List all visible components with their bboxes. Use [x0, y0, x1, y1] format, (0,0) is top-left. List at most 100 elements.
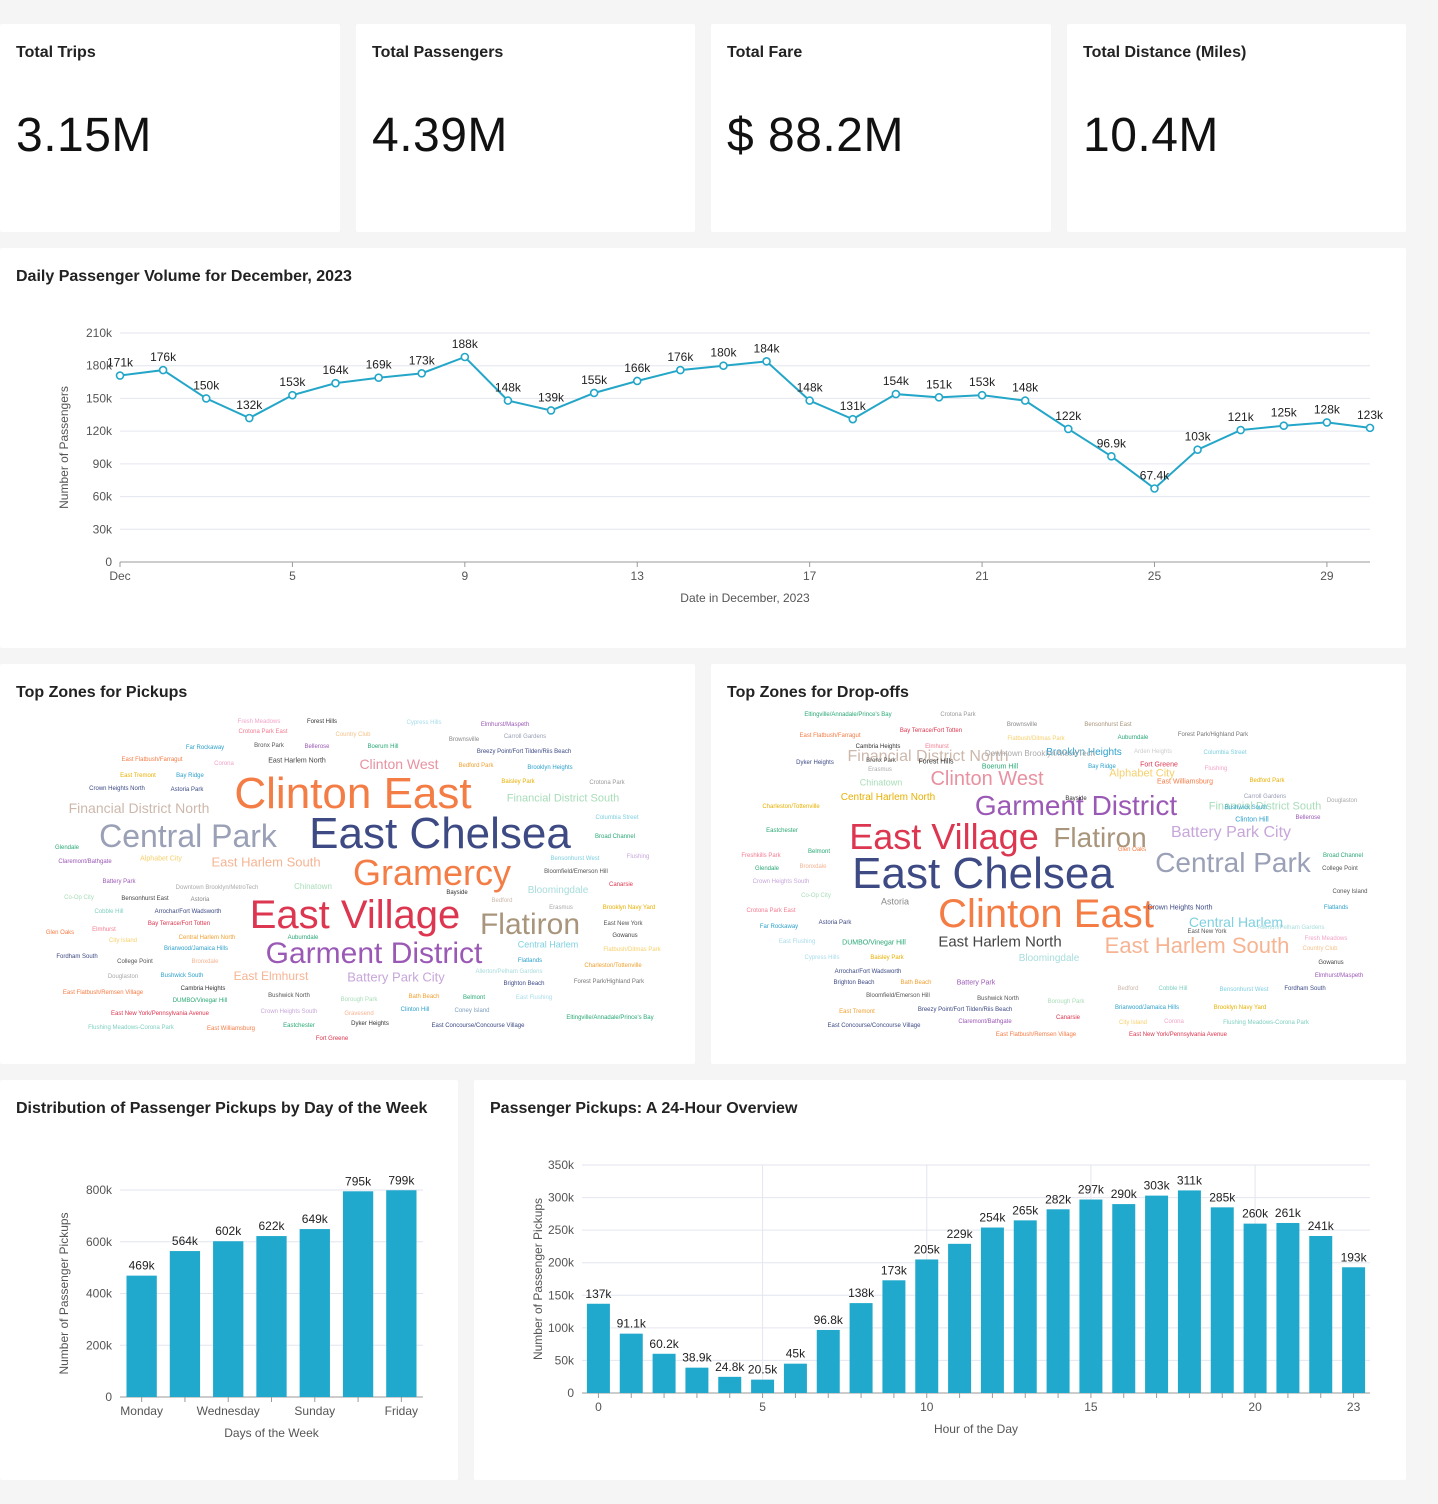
zone-word: Cambria Heights — [180, 986, 226, 992]
zone-word: Astoria — [190, 897, 210, 903]
zone-word: Bloomingdale — [1018, 953, 1080, 964]
bar — [126, 1275, 157, 1397]
zone-word: Country Club — [335, 732, 371, 738]
zone-word: Glen Oaks — [1117, 847, 1147, 853]
zone-word: Dyker Heights — [796, 760, 834, 766]
data-point — [546, 406, 556, 415]
zone-word: East New York/Pennsylvania Avenue — [1129, 1032, 1227, 1038]
data-label: 67.4k — [1140, 469, 1170, 483]
chart-title: Passenger Pickups: A 24-Hour Overview — [490, 1100, 798, 1117]
zone-word: Forest Park/Highland Park — [1177, 732, 1249, 738]
zone-word: Bay Ridge — [1088, 764, 1116, 770]
bar-value-label: 91.1k — [617, 1317, 647, 1331]
zone-word: Cobble Hill — [94, 909, 124, 915]
zone-word: Brighton Beach — [503, 981, 545, 987]
zone-word: Bay Ridge — [176, 773, 204, 779]
bar-value-label: 138k — [848, 1286, 875, 1300]
zone-word: Garment District — [265, 937, 483, 970]
zone-word: East New York/Pennsylvania Avenue — [111, 1011, 209, 1017]
dropoff-zones-card: Top Zones for Drop-offs East Chelsea Clin… — [711, 664, 1406, 1064]
y-tick-label: 150k — [548, 1288, 575, 1302]
bar — [1112, 1204, 1136, 1393]
zone-word: Fort Greene — [1140, 761, 1178, 769]
data-point — [934, 393, 944, 402]
zone-word: Bronxdale — [799, 864, 827, 870]
zone-word: Far Rockaway — [759, 924, 799, 930]
bar — [849, 1303, 873, 1393]
zone-word: Financial District South — [1208, 800, 1322, 813]
data-label: 96.9k — [1097, 436, 1127, 450]
zone-word: Baisley Park — [501, 779, 535, 785]
data-point — [158, 365, 168, 375]
data-label: 164k — [323, 363, 350, 377]
zone-word: Bensonhurst East — [1084, 722, 1132, 728]
data-point — [417, 369, 427, 378]
zone-word: Auburndale — [287, 935, 319, 941]
zone-word: Crown Heights North — [1147, 904, 1213, 912]
data-point — [460, 352, 470, 362]
zone-word: Brooklyn Navy Yard — [602, 905, 656, 911]
bar-value-label: 795k — [345, 1174, 372, 1188]
zone-word: Bedford Park — [1249, 778, 1285, 784]
data-point — [589, 388, 599, 398]
zone-word: Flatlands — [1323, 905, 1349, 911]
kpi-value: $ 88.2M — [727, 109, 904, 162]
data-label: 103k — [1185, 430, 1212, 444]
zone-word: Central Harlem — [517, 939, 579, 950]
y-tick-label: 50k — [555, 1353, 575, 1367]
data-label: 121k — [1228, 410, 1255, 424]
zone-word: Chinatown — [294, 882, 332, 891]
data-label: 132k — [236, 398, 263, 412]
zone-word: Bushwick South — [160, 973, 204, 979]
zone-word: Flatlands — [517, 958, 543, 964]
weekday-bar-chart: 0 200k 400k 600k 800k 469k 564k 602k 622k 649k 795… — [57, 1173, 423, 1440]
zone-word: Crown Heights South — [260, 1009, 318, 1015]
zone-word: Downtown Brooklyn/MetroTech — [984, 749, 1096, 758]
y-axis-label: Number of Passengers — [57, 386, 71, 509]
data-label: 153k — [279, 375, 306, 389]
y-tick-label: 0 — [105, 1390, 112, 1404]
zone-word: Carroll Gardens — [1243, 794, 1287, 800]
data-point — [1107, 452, 1116, 461]
zone-word: Co-Op City — [64, 895, 94, 901]
bar-value-label: 20.5k — [748, 1363, 778, 1377]
zone-word: Arrochar/Fort Wadsworth — [834, 969, 902, 975]
zone-word: Battery Park — [956, 979, 996, 987]
x-tick-label: 15 — [1084, 1400, 1098, 1414]
zone-word: Flatbush/Ditmas Park — [603, 947, 661, 953]
bar — [816, 1329, 840, 1393]
x-tick-label: 13 — [631, 569, 645, 583]
zone-word: Clinton Hill — [400, 1007, 430, 1013]
data-point — [805, 396, 814, 405]
kpi-value: 4.39M — [372, 109, 508, 162]
x-tick-label: 25 — [1148, 569, 1162, 583]
zone-word: Clinton Hill — [1235, 816, 1269, 824]
bar-value-label: 602k — [215, 1224, 242, 1238]
x-tick-label: 10 — [920, 1400, 934, 1414]
y-tick-label: 300k — [548, 1191, 575, 1205]
data-label: 122k — [1055, 409, 1082, 423]
x-tick-label: 29 — [1320, 569, 1334, 583]
data-label: 139k — [538, 390, 565, 404]
zone-word: Bayside — [446, 890, 468, 896]
zone-word: Gravesend — [344, 1011, 374, 1017]
data-point — [719, 361, 728, 371]
y-tick-label: 180k — [86, 359, 113, 373]
zone-word: Cobble Hill — [1158, 986, 1188, 992]
kpi-label: Total Trips — [16, 44, 96, 61]
zone-word: Crotona Park East — [238, 729, 288, 735]
zone-word: Erasmus — [549, 905, 573, 911]
zone-word: Elmhurst/Maspeth — [480, 722, 530, 728]
zone-word: Financial District North — [68, 800, 210, 816]
y-tick-label: 350k — [548, 1158, 575, 1172]
data-label: 128k — [1314, 402, 1341, 416]
zone-word: Fort Greene — [315, 1036, 349, 1042]
zone-word: East Flatbush/Farragut — [799, 733, 861, 739]
bar-value-label: 60.2k — [649, 1337, 679, 1351]
zone-word: City Island — [108, 938, 138, 944]
data-label: 154k — [883, 374, 910, 388]
zone-word: Bloomfield/Emerson Hill — [544, 869, 608, 875]
zone-word: Allerton/Pelham Gardens — [1257, 925, 1325, 931]
data-label: 169k — [366, 358, 393, 372]
bar — [213, 1241, 244, 1397]
